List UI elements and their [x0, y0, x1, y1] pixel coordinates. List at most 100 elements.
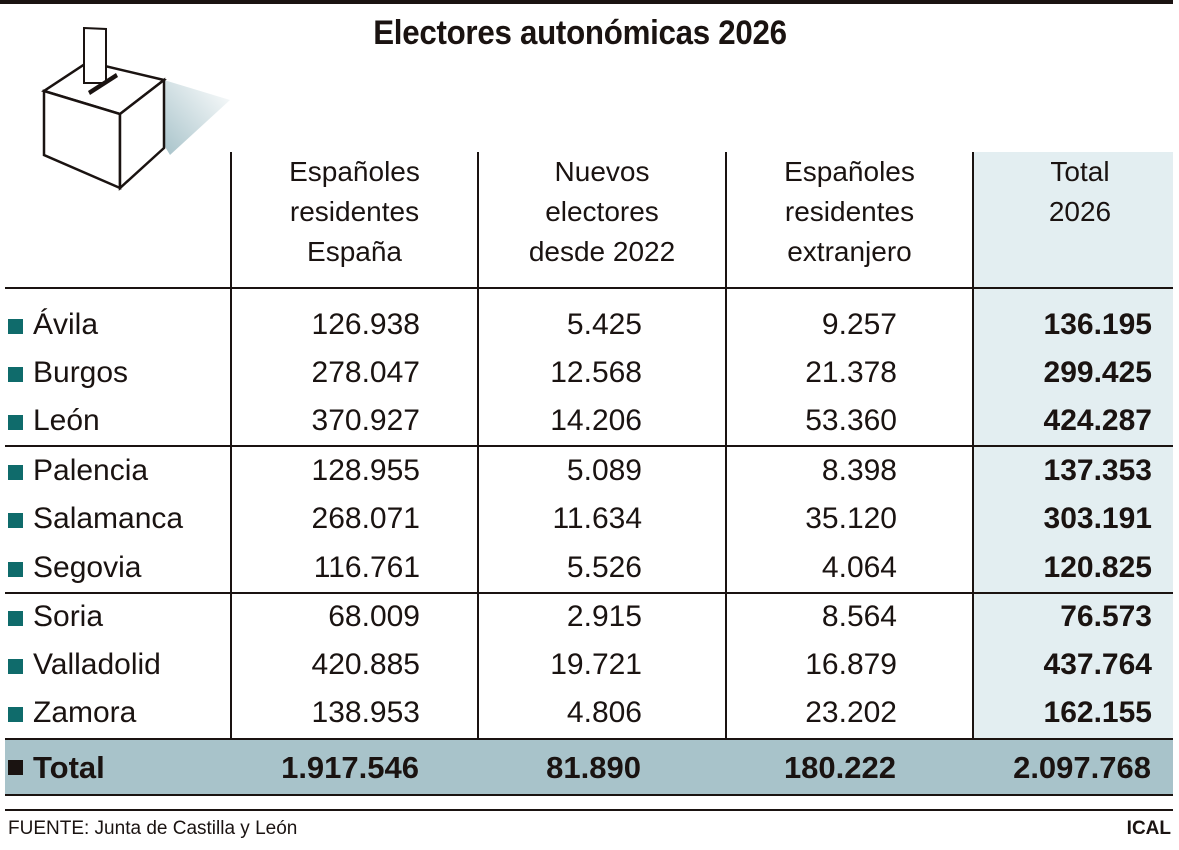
column-header: Españoles residentes extranjero	[727, 152, 972, 282]
ballot-box-icon	[41, 26, 230, 191]
header-line: 2026	[1048, 196, 1112, 227]
total-label: Total	[33, 750, 105, 785]
square-marker-icon	[8, 760, 23, 775]
table-row: Soria 68.009 2.915 8.564 76.573	[0, 593, 1179, 641]
value-cell: 138.953	[311, 696, 420, 729]
value-cell: 136.195	[1043, 308, 1152, 341]
header-line: Nuevos	[554, 156, 650, 187]
footer-rule	[5, 809, 1173, 811]
value-cell: 278.047	[311, 356, 420, 389]
value-cell: 299.425	[1043, 356, 1152, 389]
group-rule	[5, 445, 1173, 447]
header-line: extranjero	[787, 236, 912, 267]
value-cell: 53.360	[805, 404, 897, 437]
total-cell: 180.222	[783, 750, 896, 785]
value-cell: 9.257	[821, 308, 897, 341]
group-rule	[5, 592, 1173, 594]
table-row: León 370.927 14.206 53.360 424.287	[0, 397, 1179, 445]
square-marker-icon	[8, 513, 23, 528]
source-note: FUENTE: Junta de Castilla y León	[8, 818, 298, 839]
column-header: Total 2026	[974, 152, 1179, 282]
value-cell: 76.573	[1060, 600, 1152, 633]
value-cell: 424.287	[1043, 404, 1152, 437]
value-cell: 370.927	[311, 404, 420, 437]
value-cell: 2.915	[566, 600, 642, 633]
value-cell: 437.764	[1043, 648, 1152, 681]
province-label: Salamanca	[33, 502, 184, 535]
value-cell: 8.398	[821, 454, 897, 487]
credit: ICAL	[1126, 818, 1171, 839]
value-cell: 19.721	[550, 648, 642, 681]
column-divider	[725, 152, 727, 795]
total-cell: 81.890	[546, 750, 641, 785]
total-bottom-rule	[5, 794, 1173, 796]
value-cell: 12.568	[550, 356, 642, 389]
value-cell: 420.885	[311, 648, 420, 681]
table-row: Salamanca 268.071 11.634 35.120 303.191	[0, 495, 1179, 543]
square-marker-icon	[8, 465, 23, 480]
square-marker-icon	[8, 562, 23, 577]
value-cell: 268.071	[311, 502, 420, 535]
column-divider	[230, 152, 232, 795]
square-marker-icon	[8, 367, 23, 382]
header-line: electores	[545, 196, 659, 227]
total-cell: 2.097.768	[1013, 750, 1151, 785]
column-header: Nuevos electores desde 2022	[479, 152, 725, 282]
value-cell: 137.353	[1043, 454, 1152, 487]
value-cell: 68.009	[328, 600, 420, 633]
value-cell: 116.761	[313, 551, 420, 584]
province-label: Soria	[33, 600, 104, 633]
province-label: Ávila	[33, 308, 99, 341]
top-rule	[0, 0, 1173, 4]
province-label: Palencia	[33, 454, 149, 487]
table-row: Ávila 126.938 5.425 9.257 136.195	[0, 301, 1179, 349]
value-cell: 126.938	[311, 308, 420, 341]
header-line: Total	[1050, 156, 1110, 187]
square-marker-icon	[8, 707, 23, 722]
group-rule	[5, 738, 1173, 740]
value-cell: 5.526	[566, 551, 642, 584]
header-rule	[5, 287, 1173, 289]
value-cell: 128.955	[311, 454, 420, 487]
value-cell: 4.064	[821, 551, 897, 584]
page-title: Electores autonómicas 2026	[373, 14, 787, 52]
square-marker-icon	[8, 659, 23, 674]
column-header: Españoles residentes España	[232, 152, 477, 282]
value-cell: 23.202	[805, 696, 897, 729]
value-cell: 5.425	[566, 308, 642, 341]
header-line: residentes	[289, 196, 420, 227]
value-cell: 16.879	[805, 648, 897, 681]
square-marker-icon	[8, 611, 23, 626]
province-label: Segovia	[33, 551, 142, 584]
value-cell: 14.206	[550, 404, 642, 437]
province-label: Valladolid	[33, 648, 161, 681]
value-cell: 5.089	[566, 454, 642, 487]
value-cell: 35.120	[805, 502, 897, 535]
value-cell: 120.825	[1043, 551, 1152, 584]
province-label: Zamora	[33, 696, 137, 729]
header-line: España	[307, 236, 402, 267]
header-line: Españoles	[784, 156, 915, 187]
total-cell: 1.917.546	[281, 750, 419, 785]
table-row: Zamora 138.953 4.806 23.202 162.155	[0, 689, 1179, 737]
table-row: Segovia 116.761 5.526 4.064 120.825	[0, 544, 1179, 592]
table-row: Palencia 128.955 5.089 8.398 137.353	[0, 447, 1179, 495]
value-cell: 11.634	[552, 502, 642, 535]
province-label: Burgos	[33, 356, 129, 389]
value-cell: 303.191	[1043, 502, 1152, 535]
province-label: León	[33, 404, 100, 437]
value-cell: 21.378	[805, 356, 897, 389]
value-cell: 8.564	[821, 600, 897, 633]
value-cell: 162.155	[1043, 696, 1152, 729]
square-marker-icon	[8, 415, 23, 430]
header-line: desde 2022	[528, 236, 676, 267]
column-divider	[972, 152, 974, 795]
header-line: Españoles	[289, 156, 420, 187]
square-marker-icon	[8, 319, 23, 334]
total-row: Total 1.917.546 81.890 180.222 2.097.768	[5, 740, 1173, 795]
table-row: Valladolid 420.885 19.721 16.879 437.764	[0, 641, 1179, 689]
column-divider	[477, 152, 479, 795]
header-line: residentes	[784, 196, 915, 227]
table-row: Burgos 278.047 12.568 21.378 299.425	[0, 349, 1179, 397]
value-cell: 4.806	[566, 696, 642, 729]
